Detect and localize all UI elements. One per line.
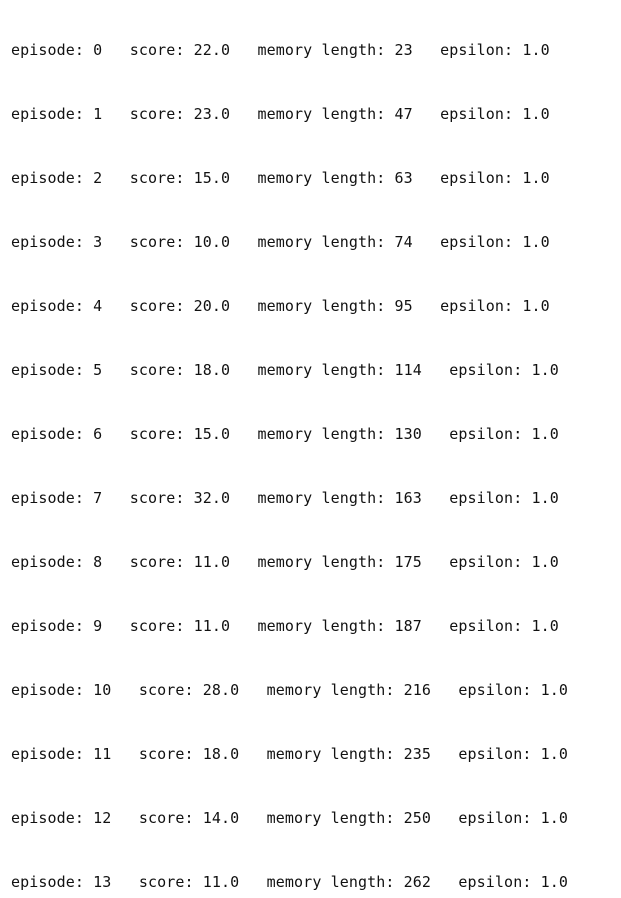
log-line: episode: 4 score: 20.0 memory length: 95… (11, 297, 550, 315)
log-line: episode: 1 score: 23.0 memory length: 47… (11, 105, 550, 123)
log-line: episode: 10 score: 28.0 memory length: 2… (11, 681, 568, 699)
log-line: episode: 11 score: 18.0 memory length: 2… (11, 745, 568, 763)
log-line: episode: 12 score: 14.0 memory length: 2… (11, 809, 568, 827)
log-line: episode: 0 score: 22.0 memory length: 23… (11, 41, 550, 59)
log-line: episode: 13 score: 11.0 memory length: 2… (11, 873, 568, 891)
log-line: episode: 8 score: 11.0 memory length: 17… (11, 553, 559, 571)
log-line: episode: 5 score: 18.0 memory length: 11… (11, 361, 559, 379)
console-output: episode: 0 score: 22.0 memory length: 23… (11, 4, 616, 898)
log-line: episode: 7 score: 32.0 memory length: 16… (11, 489, 559, 507)
log-line: episode: 6 score: 15.0 memory length: 13… (11, 425, 559, 443)
log-line: episode: 9 score: 11.0 memory length: 18… (11, 617, 559, 635)
log-line: episode: 3 score: 10.0 memory length: 74… (11, 233, 550, 251)
log-line: episode: 2 score: 15.0 memory length: 63… (11, 169, 550, 187)
